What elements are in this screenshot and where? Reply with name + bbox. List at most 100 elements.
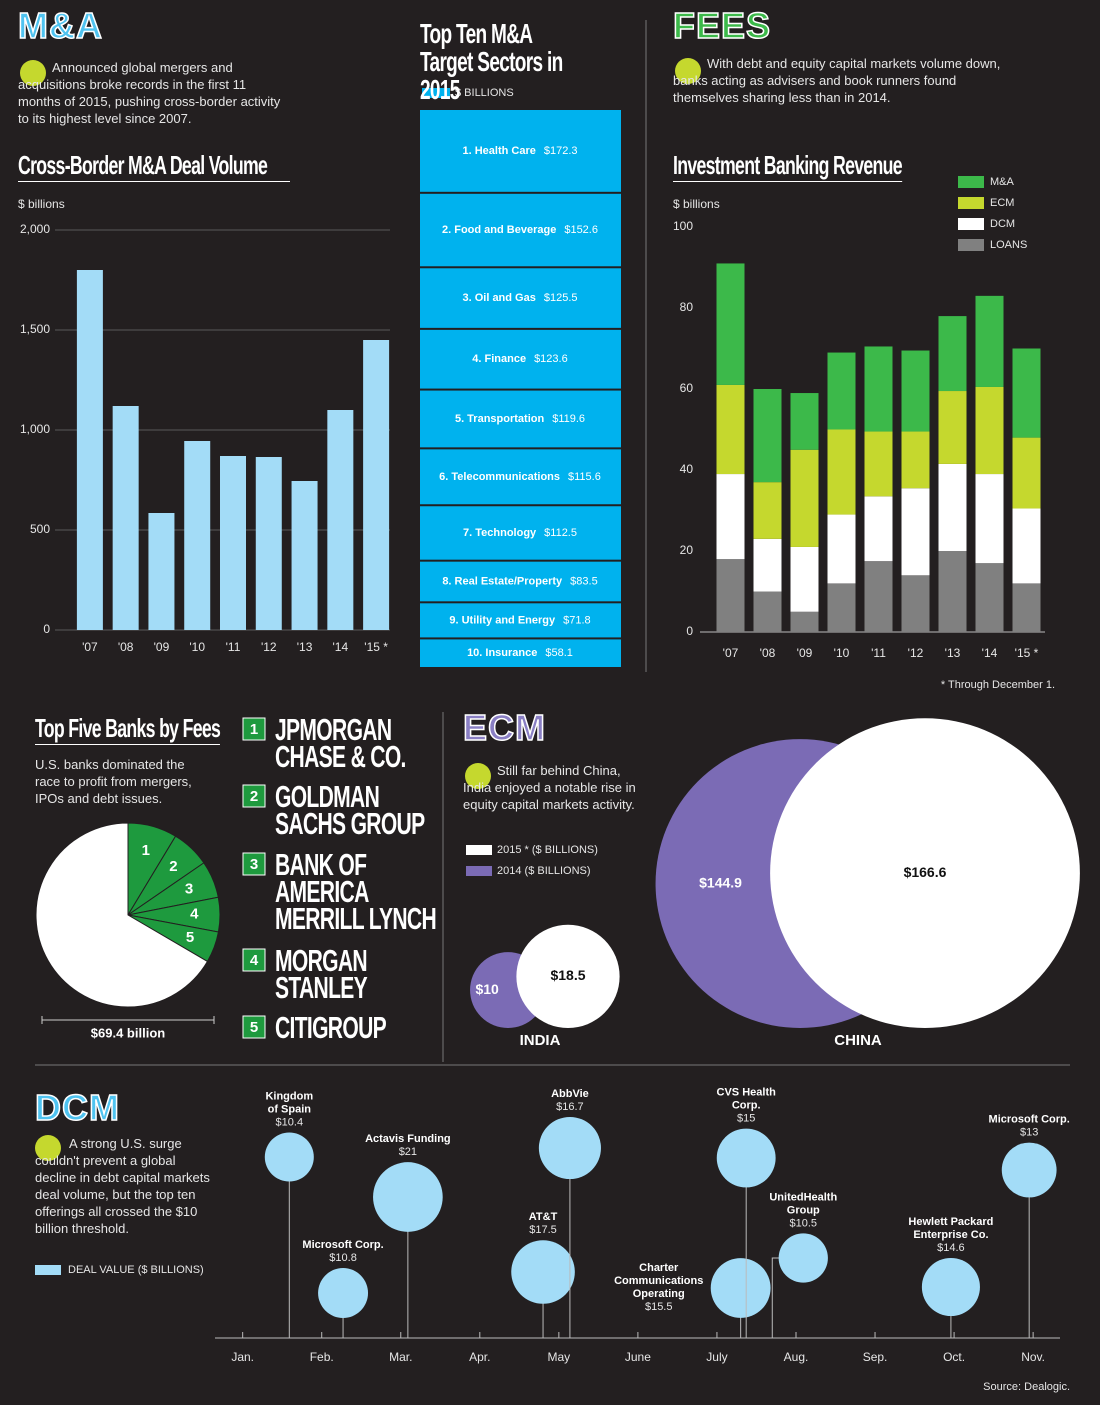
bubble (716, 1128, 776, 1188)
bar-segment (753, 482, 782, 539)
sector-label: 1. Health Care $172.3 (462, 145, 577, 157)
value-label: $15 (737, 1112, 755, 1124)
axis-label: $ billions (673, 197, 720, 211)
bank-name-line: STANLEY (275, 970, 368, 1005)
x-tick-label: Jan. (231, 1350, 254, 1364)
sector-label: 7. Technology $112.5 (463, 527, 577, 539)
value-label: $144.9 (699, 874, 742, 890)
value-label: $123.6 (534, 353, 568, 365)
deal-name: Corp. (732, 1099, 761, 1111)
bar-segment (753, 389, 782, 483)
rank-label: 1 (250, 721, 258, 738)
bar-segment (827, 429, 856, 515)
heading: M&A (17, 5, 103, 46)
bar (220, 456, 246, 630)
bubble (778, 1233, 828, 1283)
bubble (516, 924, 620, 1028)
bank-name-line: SACHS GROUP (275, 806, 425, 841)
bar (148, 513, 175, 630)
deal-name: of Spain (268, 1103, 312, 1115)
x-tick-label: Sep. (863, 1350, 888, 1364)
sector-block (420, 506, 621, 560)
legend-swatch (958, 197, 984, 209)
x-tick-label: '12 (908, 646, 924, 660)
bank-name-line: GOLDMAN (275, 779, 380, 814)
category-label: CHINA (834, 1032, 882, 1049)
bubble (511, 1240, 575, 1304)
bank-name-line: BANK OF (275, 847, 367, 882)
bar-segment (975, 386, 1004, 475)
heading: ECM (462, 707, 546, 748)
bar-segment (1012, 437, 1041, 509)
legend-label: DCM (990, 218, 1015, 230)
rank-label: 5 (250, 1019, 258, 1036)
sector-label: 9. Utility and Energy $71.8 (449, 614, 590, 626)
legend-swatch (958, 239, 984, 251)
x-tick-label: '15 * (364, 640, 388, 654)
value-label: $10.8 (329, 1252, 357, 1264)
sector-label: 5. Transportation $119.6 (455, 413, 585, 425)
slice-label: 2 (169, 858, 177, 875)
legend-swatch (958, 176, 984, 188)
x-tick-label: '11 (871, 646, 886, 660)
x-tick-label: Mar. (389, 1350, 412, 1364)
bubble (770, 718, 1080, 1028)
value-label: $21 (399, 1146, 417, 1158)
intro: Still far behind China, India enjoyed a … (463, 763, 636, 812)
bank-name-line: MERRILL LYNCH (275, 901, 437, 936)
deal-name: Microsoft Corp. (302, 1239, 383, 1251)
value-label: $71.8 (563, 614, 591, 626)
sector-name: 9. Utility and Energy (449, 614, 556, 626)
bubble (921, 1257, 980, 1317)
deal-name: Kingdom (265, 1090, 313, 1102)
subtitle: U.S. banks dominated the race to profit … (35, 757, 192, 806)
bank-name: JPMORGAN CHASE & CO. (275, 714, 479, 772)
sector-name: 8. Real Estate/Property (442, 575, 563, 587)
x-tick-label: '09 (154, 640, 170, 654)
deal-name: AbbVie (551, 1088, 589, 1100)
sector-block (420, 561, 621, 602)
x-tick-label: '11 (226, 640, 241, 654)
bar-segment (790, 546, 819, 612)
bubble (710, 1258, 771, 1318)
rank-badge (242, 1015, 266, 1039)
x-tick-label: July (706, 1350, 727, 1364)
bar-segment (753, 538, 782, 592)
deal-name: AT&T (529, 1211, 558, 1223)
bar (255, 457, 282, 630)
bank-name: GOLDMAN SACHS GROUP (275, 779, 479, 841)
bar-segment (790, 393, 819, 450)
value-label: $16.7 (556, 1101, 584, 1113)
y-tick-label: 100 (673, 219, 693, 233)
y-tick-label: 2,000 (20, 222, 50, 236)
x-tick-label: '08 (118, 640, 134, 654)
bar-segment (716, 474, 745, 560)
y-tick-label: 20 (680, 543, 694, 557)
bubble (373, 1162, 443, 1232)
chart-title: Top Ten M&A Target Sectors in 2015 (420, 18, 563, 105)
sector-name: 7. Technology (463, 527, 537, 539)
sector-label: 10. Insurance $58.1 (467, 647, 573, 659)
value-label: $18.5 (550, 967, 585, 983)
slice-label: 1 (142, 842, 150, 859)
sector-name: 4. Finance (472, 353, 526, 365)
deal-name: Microsoft Corp. (989, 1114, 1070, 1126)
x-tick-label: '13 (945, 646, 961, 660)
x-tick-label: '12 (261, 640, 277, 654)
value-label: $83.5 (570, 575, 598, 587)
rank-label: 4 (250, 952, 259, 969)
total-label: $69.4 billion (91, 1025, 165, 1040)
deal-name: Enterprise Co. (913, 1229, 988, 1241)
bar-segment (938, 463, 967, 551)
legend-label: LOANS (990, 239, 1027, 251)
intro: A strong U.S. surge couldn't prevent a g… (35, 1136, 210, 1236)
bar-segment (716, 263, 745, 385)
deal-name: Hewlett Packard (908, 1216, 993, 1228)
bar-segment (901, 350, 930, 432)
y-tick-label: 40 (680, 462, 694, 476)
value-label: $13 (1020, 1127, 1038, 1139)
bar-segment (790, 611, 819, 632)
sector-label: 6. Telecommunications $115.6 (439, 471, 601, 483)
value-label: $14.6 (937, 1242, 965, 1254)
